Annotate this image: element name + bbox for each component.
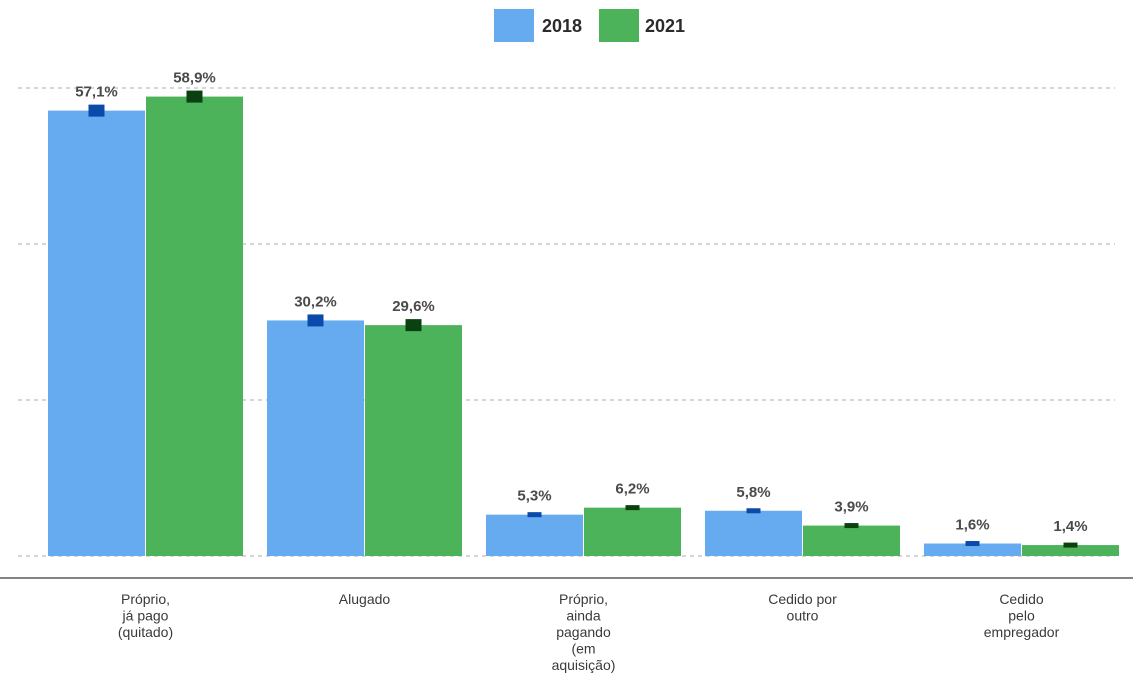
- bar-2018-0: [48, 110, 145, 557]
- category-label-line: ainda: [566, 608, 600, 624]
- value-label-2018-1: 30,2%: [294, 293, 337, 310]
- bar-2021-2: [584, 507, 681, 556]
- category-label-2: Próprio, ainda pagando (em aquisição): [552, 591, 616, 673]
- bar-2021-4: [1022, 545, 1119, 556]
- category-label-line: já pago: [122, 608, 169, 624]
- category-label-line: (quitado): [118, 624, 173, 640]
- error-marker-2021-0: [186, 90, 203, 103]
- bars: [48, 90, 1119, 557]
- category-label-line: empregador: [984, 624, 1060, 640]
- category-label-0: Próprio, já pago (quitado): [118, 591, 173, 640]
- bar-2018-4: [924, 543, 1021, 556]
- category-label-line: Alugado: [339, 591, 391, 607]
- error-marker-2021-1: [405, 319, 422, 332]
- category-label-3: Cedido por outro: [768, 591, 837, 624]
- bar-2018-3: [705, 510, 802, 556]
- error-marker-2018-3: [746, 508, 761, 514]
- legend: 2018 2021: [494, 9, 685, 42]
- legend-label-2018: 2018: [542, 16, 582, 36]
- error-marker-2021-2: [625, 505, 640, 511]
- category-label-line: Próprio,: [559, 591, 608, 607]
- error-marker-2018-0: [88, 104, 105, 117]
- bar-2021-0: [146, 96, 243, 556]
- value-label-2018-2: 5,3%: [517, 488, 551, 505]
- bar-2018-1: [267, 320, 364, 556]
- value-label-2021-1: 29,6%: [392, 298, 435, 315]
- category-label-1: Alugado: [339, 591, 391, 607]
- value-label-2018-0: 57,1%: [75, 84, 118, 101]
- value-label-2021-0: 58,9%: [173, 70, 216, 87]
- category-labels: Próprio, já pago (quitado)Alugado Próprio, a…: [118, 591, 1060, 673]
- error-marker-2018-2: [527, 512, 542, 518]
- category-label-line: Cedido por: [768, 591, 837, 607]
- category-label-line: Cedido: [999, 591, 1044, 607]
- bar-2021-1: [365, 325, 462, 556]
- value-label-2021-3: 3,9%: [834, 499, 868, 516]
- legend-label-2021: 2021: [645, 16, 685, 36]
- category-label-line: Próprio,: [121, 591, 170, 607]
- category-label-line: (em: [571, 641, 595, 657]
- value-label-2021-2: 6,2%: [615, 481, 649, 498]
- value-label-2018-4: 1,6%: [955, 517, 989, 534]
- bar-2021-3: [803, 525, 900, 556]
- value-label-2021-4: 1,4%: [1053, 518, 1087, 535]
- category-label-line: outro: [787, 608, 819, 624]
- error-marker-2021-4: [1063, 542, 1078, 548]
- error-marker-2018-1: [307, 314, 324, 327]
- error-marker-2018-4: [965, 541, 980, 547]
- value-labels: 57,1% 58,9% 30,2% 29,6% 5,3% 6,2% 5,8% 3,9% 1,6%…: [75, 70, 1087, 536]
- legend-swatch-2021: [599, 9, 639, 42]
- legend-swatch-2018: [494, 9, 534, 42]
- category-label-line: aquisição): [552, 657, 616, 673]
- category-label-line: pelo: [1008, 608, 1035, 624]
- category-label-4: Cedido pelo empregador: [984, 591, 1060, 640]
- bar-2018-2: [486, 514, 583, 556]
- value-label-2018-3: 5,8%: [736, 484, 770, 501]
- category-label-line: pagando: [556, 624, 611, 640]
- error-marker-2021-3: [844, 523, 859, 529]
